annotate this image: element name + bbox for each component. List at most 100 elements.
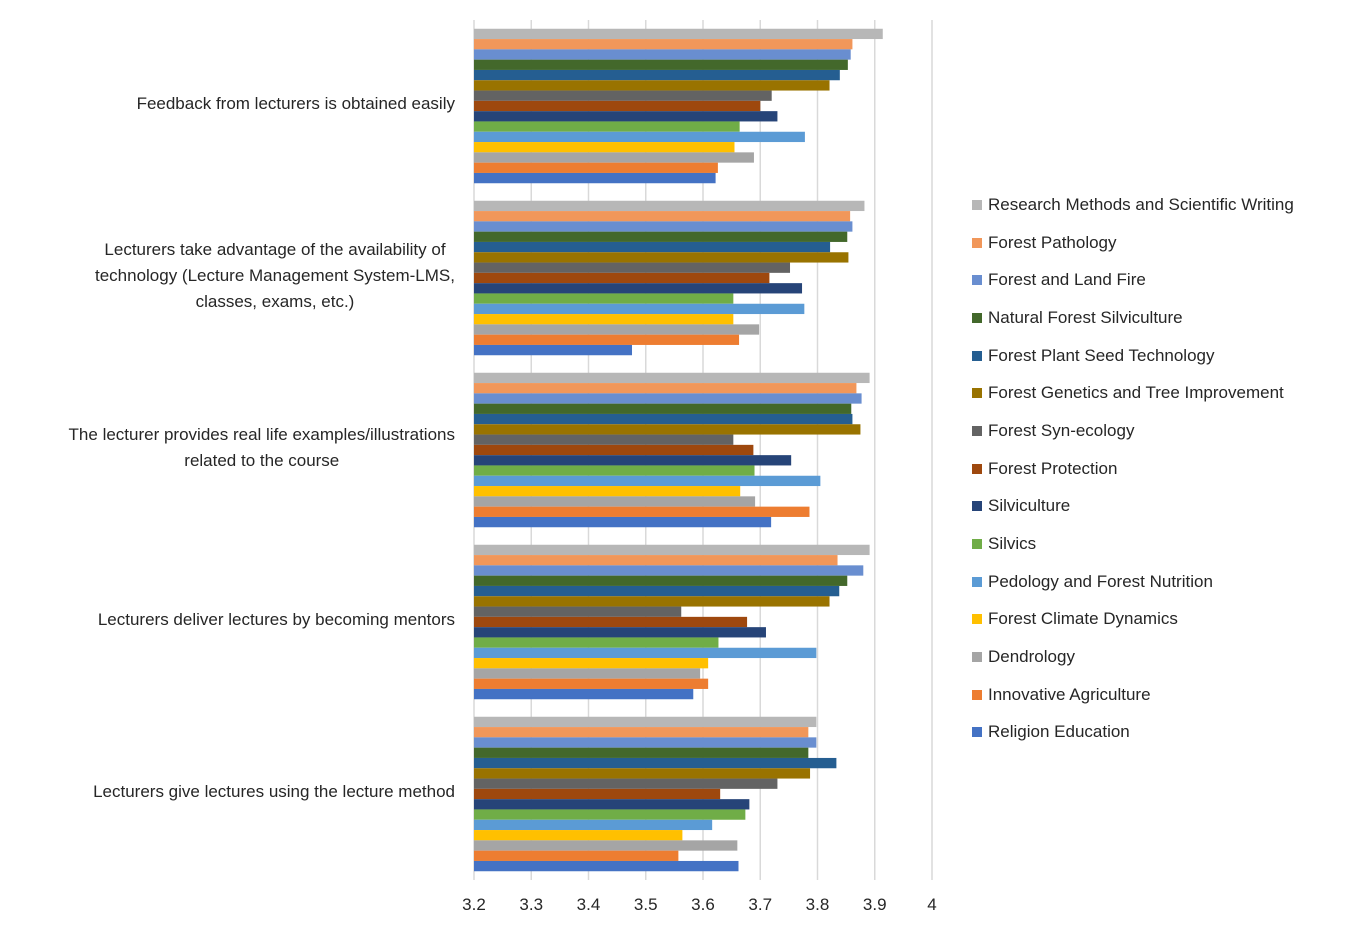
legend: Research Methods and Scientific Writing F… — [972, 186, 1294, 751]
x-tick-label: 3.8 — [806, 895, 830, 914]
bar — [474, 860, 739, 872]
bar — [474, 303, 805, 315]
legend-swatch — [972, 350, 982, 361]
legend-swatch — [972, 501, 982, 512]
legend-swatch — [972, 237, 982, 248]
bar — [474, 383, 857, 394]
bar — [474, 324, 760, 335]
bar — [474, 262, 791, 273]
bar — [474, 152, 754, 163]
bar — [474, 172, 716, 184]
legend-swatch — [972, 539, 982, 550]
legend-swatch — [972, 425, 982, 436]
bar — [474, 768, 811, 779]
legend-label: Innovative Agriculture — [988, 684, 1151, 704]
bar — [474, 737, 817, 748]
x-tick-label: 3.9 — [863, 895, 887, 914]
x-tick-label: 3.4 — [577, 895, 601, 914]
legend-item: Forest Genetics and Tree Improvement — [972, 374, 1294, 412]
legend-item: Forest and Land Fire — [972, 261, 1294, 299]
legend-item: Forest Climate Dynamics — [972, 601, 1294, 639]
legend-swatch — [972, 652, 982, 663]
bar — [474, 413, 853, 425]
legend-label: Research Methods and Scientific Writing — [988, 194, 1294, 214]
legend-item: Pedology and Forest Nutrition — [972, 563, 1294, 601]
legend-label: Forest Protection — [988, 458, 1118, 478]
bar — [474, 830, 683, 841]
legend-item: Forest Plant Seed Technology — [972, 337, 1294, 375]
bar — [474, 555, 838, 566]
bar — [474, 59, 848, 70]
x-tick-label: 3.5 — [634, 895, 658, 914]
category-label: Lecturers give lectures using the lectur… — [93, 782, 455, 801]
legend-label: Forest and Land Fire — [988, 270, 1146, 290]
bar — [474, 727, 809, 738]
bar — [474, 49, 851, 60]
bar — [474, 658, 709, 669]
legend-swatch — [972, 576, 982, 587]
x-tick-label: 3.3 — [519, 895, 543, 914]
bar — [474, 69, 840, 81]
bars — [474, 28, 883, 872]
bar — [474, 283, 803, 294]
bar — [474, 221, 853, 232]
bar — [474, 809, 746, 820]
bar — [474, 716, 817, 728]
bar — [474, 111, 778, 122]
bar — [474, 444, 754, 456]
bar — [474, 90, 772, 101]
legend-label: Forest Syn-ecology — [988, 420, 1135, 440]
legend-label: Forest Plant Seed Technology — [988, 345, 1215, 365]
legend-label: Religion Education — [988, 722, 1130, 742]
bar — [474, 39, 853, 50]
legend-item: Forest Protection — [972, 450, 1294, 488]
legend-item: Silviculture — [972, 488, 1294, 526]
legend-swatch — [972, 689, 982, 700]
bar — [474, 475, 821, 487]
legend-swatch — [972, 727, 982, 738]
bar — [474, 314, 734, 325]
legend-swatch — [972, 199, 982, 210]
x-tick-label: 4 — [927, 895, 936, 914]
bar — [474, 142, 735, 153]
bar — [474, 647, 817, 659]
bar — [474, 747, 809, 758]
category-label: Lecturers deliver lectures by becoming m… — [97, 610, 455, 629]
bar — [474, 393, 862, 404]
x-axis-ticks: 3.2 3.3 3.4 3.5 3.6 3.7 3.8 3.9 4 — [462, 895, 937, 914]
bar — [474, 840, 738, 851]
bar — [474, 211, 851, 222]
legend-label: Natural Forest Silviculture — [988, 307, 1183, 327]
bar — [474, 516, 772, 528]
legend-item: Natural Forest Silviculture — [972, 299, 1294, 337]
bar — [474, 585, 840, 597]
bar — [474, 455, 792, 466]
bar — [474, 403, 852, 414]
bar — [474, 788, 721, 800]
bar — [474, 131, 805, 143]
legend-label: Dendrology — [988, 647, 1075, 667]
bar — [474, 486, 741, 497]
bar — [474, 424, 861, 435]
legend-item: Religion Education — [972, 714, 1294, 752]
bar — [474, 616, 748, 628]
bar — [474, 850, 679, 861]
category-label: Lecturers take advantage of the availabi… — [94, 240, 455, 311]
category-label: The lecturer provides real life examples… — [68, 425, 455, 470]
bar — [474, 293, 734, 304]
bar — [474, 506, 810, 517]
legend-swatch — [972, 614, 982, 625]
bar — [474, 496, 756, 507]
bar — [474, 575, 848, 586]
bar — [474, 688, 694, 700]
bar — [474, 80, 830, 91]
bar — [474, 778, 778, 789]
legend-item: Silvics — [972, 525, 1294, 563]
legend-item: Innovative Agriculture — [972, 676, 1294, 714]
bar — [474, 100, 761, 112]
category-label: Feedback from lecturers is obtained easi… — [136, 94, 455, 113]
bar — [474, 241, 831, 253]
legend-label: Forest Climate Dynamics — [988, 609, 1178, 629]
bar — [474, 678, 709, 689]
